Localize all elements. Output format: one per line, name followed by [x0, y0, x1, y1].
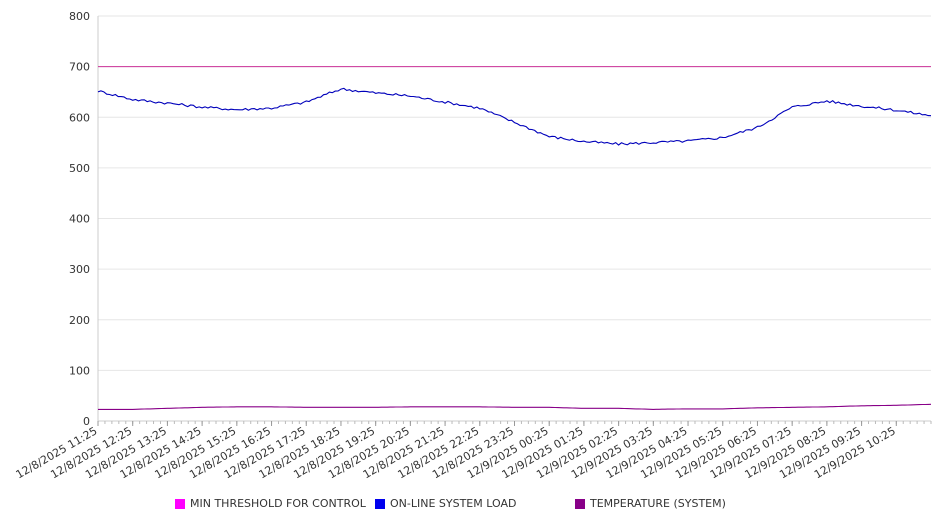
y-axis: 0 100 200 300 400 500 600 700 800: [69, 10, 99, 428]
y-tick-label: 400: [69, 213, 90, 226]
grid-lines: [98, 15, 931, 422]
y-tick-label: 700: [69, 61, 90, 74]
y-tick-label: 500: [69, 162, 90, 175]
legend-item-min-threshold: MIN THRESHOLD FOR CONTROL: [175, 497, 366, 510]
y-tick-label: 0: [83, 415, 90, 428]
legend-label-temperature: TEMPERATURE (SYSTEM): [590, 497, 726, 510]
legend-label-system-load: ON-LINE SYSTEM LOAD: [390, 497, 517, 510]
line-chart: 0 100 200 300 400 500 600 700 800 12/8/2025 11:2…: [14, 10, 932, 481]
system-load-line: [97, 87, 932, 146]
legend-label-min-threshold: MIN THRESHOLD FOR CONTROL: [190, 497, 366, 510]
legend-item-system-load: ON-LINE SYSTEM LOAD: [375, 497, 516, 510]
legend-item-temperature: TEMPERATURE (SYSTEM): [575, 497, 726, 510]
y-tick-label: 100: [69, 364, 90, 377]
y-tick-label: 600: [69, 111, 90, 124]
series-lines: [97, 66, 932, 410]
temperature-line: [98, 403, 932, 410]
y-tick-label: 800: [69, 10, 90, 23]
legend-swatch-temperature: [575, 498, 585, 509]
legend-swatch-system-load: [375, 498, 385, 509]
y-tick-label: 200: [69, 314, 90, 327]
legend: MIN THRESHOLD FOR CONTROL ON-LINE SYSTEM…: [0, 497, 946, 515]
y-tick-label: 300: [69, 263, 90, 276]
legend-swatch-min-threshold: [175, 498, 185, 509]
